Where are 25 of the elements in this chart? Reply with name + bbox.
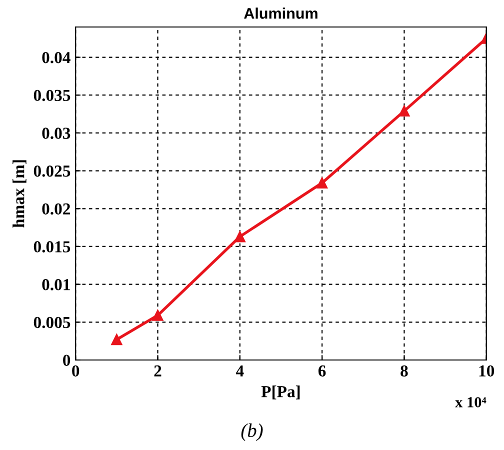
point [234,231,246,242]
y-tick-label: 0.03 [42,128,70,139]
y-tick-label: 0.025 [34,165,70,177]
point [152,310,164,321]
x-tick-label: 4 [236,365,244,376]
x-axis-title: P[Pa] [261,386,300,400]
x-tick-label: 6 [318,365,326,377]
y-tick-label: 0 [63,354,70,366]
y-axis-title: hmax [m] [12,160,26,228]
x-tick-label: 10 [479,365,494,377]
point [316,177,328,188]
chart-title: Aluminum [244,8,318,19]
point [398,105,410,117]
y-tick-label: 0.02 [42,203,70,215]
text: (b) [241,423,263,441]
x-tick-label: 8 [400,365,408,377]
point [111,334,122,346]
text: x 10⁴ [455,397,486,408]
x-tick-label: 0 [72,365,80,377]
y-tick-label: 0.015 [34,241,70,252]
y-tick-label: 0.035 [34,90,70,102]
x-tick-label: 2 [154,365,162,376]
y-tick-label: 0.005 [34,316,70,328]
y-tick-label: 0.04 [42,52,70,64]
y-tick-label: 0.01 [42,279,70,290]
